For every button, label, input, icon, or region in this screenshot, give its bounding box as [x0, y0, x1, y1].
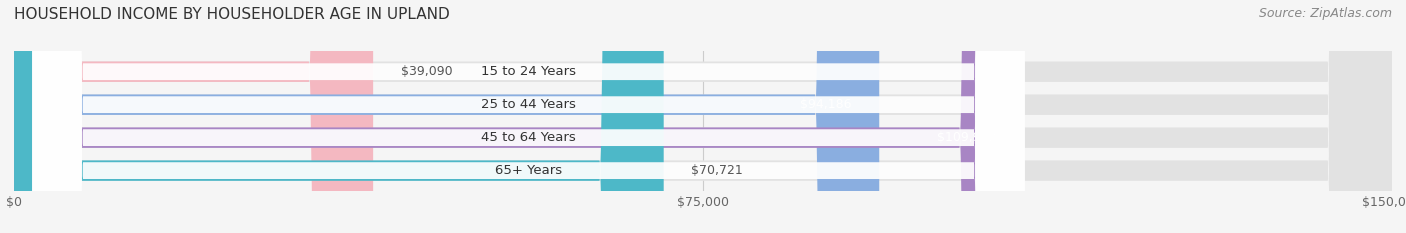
- FancyBboxPatch shape: [14, 0, 1024, 233]
- FancyBboxPatch shape: [32, 0, 1025, 233]
- Text: $70,721: $70,721: [692, 164, 742, 177]
- Text: 25 to 44 Years: 25 to 44 Years: [481, 98, 576, 111]
- Text: $39,090: $39,090: [401, 65, 453, 78]
- FancyBboxPatch shape: [14, 0, 879, 233]
- FancyBboxPatch shape: [14, 0, 1392, 233]
- Text: 15 to 24 Years: 15 to 24 Years: [481, 65, 576, 78]
- FancyBboxPatch shape: [32, 0, 1025, 233]
- Text: HOUSEHOLD INCOME BY HOUSEHOLDER AGE IN UPLAND: HOUSEHOLD INCOME BY HOUSEHOLDER AGE IN U…: [14, 7, 450, 22]
- Text: 65+ Years: 65+ Years: [495, 164, 562, 177]
- FancyBboxPatch shape: [14, 0, 1392, 233]
- Text: $94,186: $94,186: [800, 98, 852, 111]
- Text: 45 to 64 Years: 45 to 64 Years: [481, 131, 576, 144]
- FancyBboxPatch shape: [32, 0, 1025, 233]
- FancyBboxPatch shape: [14, 0, 1392, 233]
- FancyBboxPatch shape: [14, 0, 664, 233]
- FancyBboxPatch shape: [14, 0, 1392, 233]
- Text: Source: ZipAtlas.com: Source: ZipAtlas.com: [1258, 7, 1392, 20]
- FancyBboxPatch shape: [14, 0, 373, 233]
- Text: $109,902: $109,902: [936, 131, 995, 144]
- FancyBboxPatch shape: [32, 0, 1025, 233]
